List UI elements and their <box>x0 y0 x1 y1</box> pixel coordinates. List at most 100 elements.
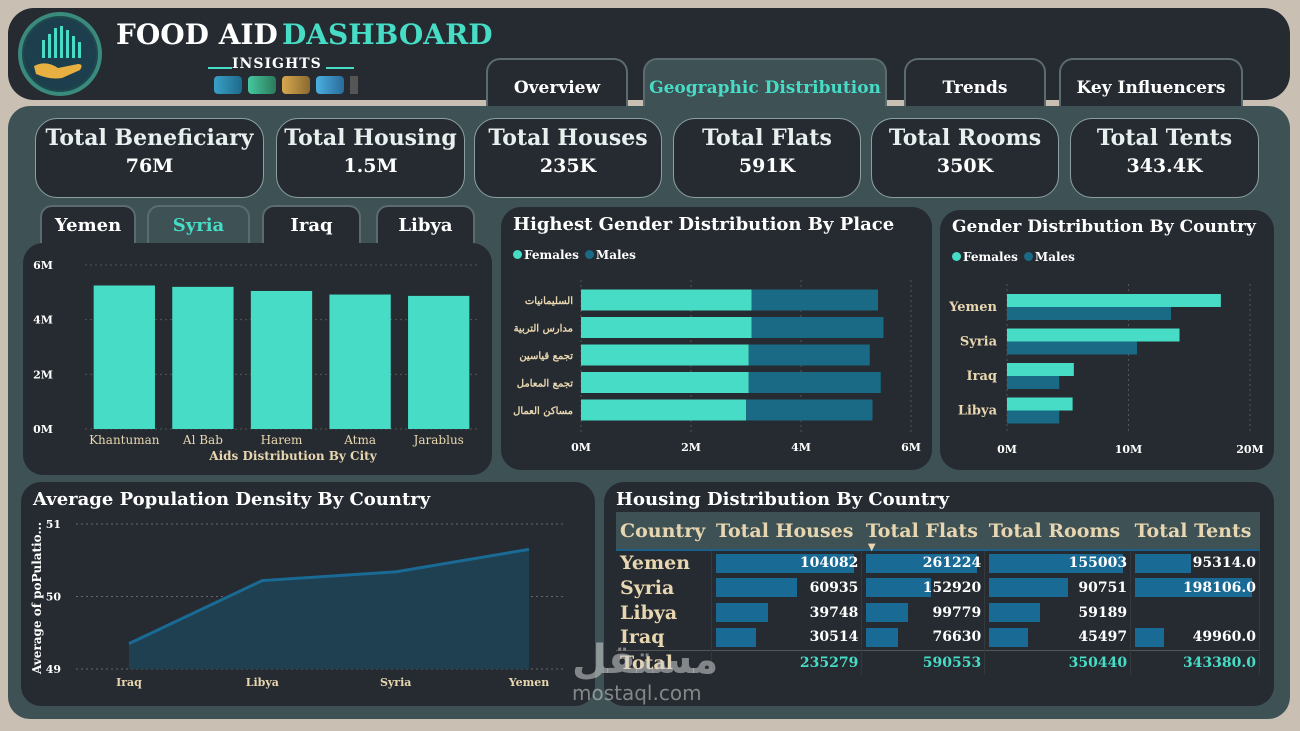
data-bar <box>716 603 769 622</box>
cell-flats: 76630 <box>861 625 986 650</box>
housing-table-title: Housing Distribution By Country <box>616 489 950 510</box>
y-tick-label: 6M <box>33 259 53 272</box>
bar-harem <box>250 290 313 429</box>
food-aid-logo <box>18 12 102 96</box>
data-bar <box>866 578 932 597</box>
x-axis-title: Aids Distribution By City <box>208 449 377 463</box>
y-tick-label: مدارس التربية <box>514 324 573 335</box>
bar-jarablus <box>408 295 470 429</box>
bar-females <box>1007 363 1074 376</box>
data-bar <box>866 628 899 647</box>
kpi-total-rooms: Total Rooms 350K <box>871 118 1059 198</box>
cell-country: Syria <box>616 575 713 600</box>
gender-by-place-legend: Females Males <box>513 248 636 262</box>
country-tab-yemen[interactable]: Yemen <box>40 205 136 245</box>
cell-total-tents: 343380.0 <box>1130 649 1260 675</box>
y-tick-label: Yemen <box>948 300 997 315</box>
bar-males <box>1007 410 1060 424</box>
kpi-label: Total Tents <box>1096 125 1233 151</box>
x-tick-label: Khantuman <box>89 433 160 447</box>
cell-rooms: 45497 <box>984 625 1132 650</box>
cell-value: 261224 <box>922 555 982 571</box>
col-header-total-rooms[interactable]: Total Rooms <box>984 512 1131 551</box>
y-tick-label: 51 <box>46 518 61 531</box>
col-header-total-tents[interactable]: Total Tents <box>1130 512 1260 551</box>
x-tick-label: Yemen <box>508 676 550 689</box>
x-tick-label: Jarablus <box>412 433 464 447</box>
bar-females <box>1007 397 1073 411</box>
cell-value: 152920 <box>922 579 982 596</box>
col-header-total-flats-label: Total Flats <box>865 519 978 542</box>
cell-country: Iraq <box>616 625 713 650</box>
tab-geographic-distribution[interactable]: Geographic Distribution <box>643 58 887 110</box>
insights-underline-right <box>326 67 354 69</box>
cell-tents <box>1130 600 1260 625</box>
y-tick-label: Syria <box>960 335 998 350</box>
table-header-row: Country Total Houses Total Flats ▼ Total… <box>616 512 1260 553</box>
country-tab-iraq[interactable]: Iraq <box>262 205 361 245</box>
legend-males-label: Males <box>595 248 636 262</box>
housing-table: Country Total Houses Total Flats ▼ Total… <box>616 512 1260 675</box>
x-tick-label: Libya <box>246 676 279 689</box>
cell-value: 104082 <box>799 555 859 571</box>
bar-females <box>581 317 752 338</box>
data-bar <box>989 554 1124 573</box>
hand-icon <box>282 76 310 94</box>
cell-value: 198106.0 <box>1182 579 1256 596</box>
cell-value: 49960.0 <box>1192 629 1256 646</box>
data-bar <box>1135 628 1165 647</box>
cell-value: 90751 <box>1078 579 1128 596</box>
cell-country: Libya <box>616 600 713 625</box>
x-tick-label: 0M <box>997 443 1017 456</box>
kpi-value: 1.5M <box>343 155 398 177</box>
tab-trends[interactable]: Trends <box>904 58 1046 110</box>
kpi-total-beneficiary: Total Beneficiary 76M <box>35 118 264 198</box>
hand-icon <box>316 76 344 94</box>
watermark-arabic: مستقل <box>572 637 719 683</box>
housing-table-body: Yemen 104082 261224 155003 95314.0 Syria 60935… <box>616 550 1260 675</box>
cell-flats: 261224 <box>861 550 986 575</box>
col-header-country[interactable]: Country <box>616 512 712 551</box>
females-dot-icon <box>513 250 522 259</box>
country-tab-libya[interactable]: Libya <box>376 205 475 245</box>
col-header-total-flats[interactable]: Total Flats ▼ <box>861 512 985 553</box>
data-bar <box>866 554 978 573</box>
bar-males <box>746 399 873 421</box>
y-tick-label: تجمع المعامل <box>517 379 573 390</box>
y-tick-label: مساكن العمال <box>513 406 573 417</box>
country-tab-syria[interactable]: Syria <box>147 205 250 245</box>
cell-houses: 60935 <box>711 575 863 600</box>
divider-icon <box>350 76 358 94</box>
cell-tents: 198106.0 <box>1130 575 1260 600</box>
cell-flats: 99779 <box>861 600 986 625</box>
bar-females <box>581 344 749 366</box>
table-total-row: Total 235279 590553 350440 343380.0 <box>616 649 1260 675</box>
cell-country: Total <box>616 649 713 675</box>
density-line <box>128 547 530 645</box>
mini-icon-row <box>214 76 358 98</box>
tab-key-influencers[interactable]: Key Influencers <box>1059 58 1243 110</box>
col-header-total-houses[interactable]: Total Houses <box>711 512 862 551</box>
kpi-label: Total Beneficiary <box>45 125 254 151</box>
table-row: Iraq 30514 76630 45497 49960.0 <box>616 625 1260 650</box>
bar-females <box>581 372 749 393</box>
dashboard-title-part1: FOOD AID <box>116 18 278 51</box>
data-bar <box>716 628 757 647</box>
cell-value: 60935 <box>809 579 859 596</box>
y-tick-label: Libya <box>958 404 998 419</box>
cell-value: 76630 <box>932 629 982 646</box>
y-tick-label: تجمع قياسين <box>519 351 573 362</box>
kpi-total-flats: Total Flats 591K <box>673 118 861 198</box>
y-tick-label: Iraq <box>967 369 997 384</box>
tab-overview[interactable]: Overview <box>486 58 628 110</box>
insights-underline-left <box>208 67 232 69</box>
males-dot-icon <box>1023 252 1033 261</box>
bar-al-bab <box>172 286 234 429</box>
cell-houses: 104082 <box>711 550 863 575</box>
cell-total-rooms: 350440 <box>984 649 1132 675</box>
aids-by-city-chart: 0M 2M 4M 6M Khantuman Al Bab Harem Atma Jarablus… <box>33 259 478 463</box>
cell-total-flats: 590553 <box>861 649 986 675</box>
x-tick-label: Harem <box>261 433 303 447</box>
sort-desc-icon[interactable]: ▼ <box>867 542 876 553</box>
legend-males-label: Males <box>1034 250 1075 264</box>
